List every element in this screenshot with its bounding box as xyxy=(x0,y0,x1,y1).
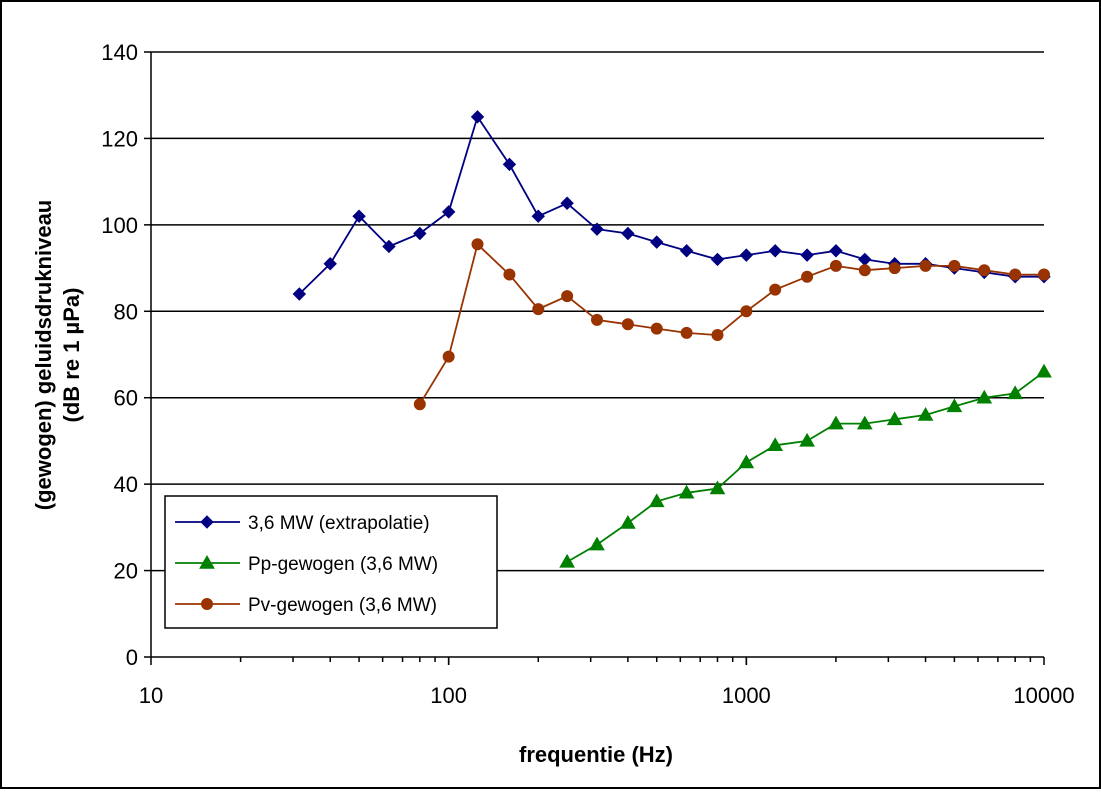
x-axis-title: frequentie (Hz) xyxy=(519,742,673,767)
data-point xyxy=(1009,268,1022,281)
y-tick-label: 0 xyxy=(126,645,138,670)
data-point xyxy=(1038,268,1050,281)
data-point xyxy=(442,350,455,363)
data-point xyxy=(680,326,693,339)
data-point xyxy=(620,515,636,529)
data-point xyxy=(800,248,814,262)
data-point xyxy=(919,259,932,272)
tick-labels: 0 20 40 60 80 100 120 140 10 100 1000 10000 xyxy=(101,40,1074,708)
data-point xyxy=(976,389,993,404)
legend-label: Pp-gewogen (3,6 MW) xyxy=(248,554,438,575)
legend-item: 3,6 MW (extrapolatie) xyxy=(175,513,430,534)
data-point xyxy=(856,415,873,430)
y-axis-title-line1: (gewogen) geluidsdrukniveau xyxy=(31,200,56,510)
data-point xyxy=(829,244,843,258)
data-point xyxy=(352,209,366,223)
data-point xyxy=(621,318,634,331)
data-point xyxy=(650,235,664,249)
data-point xyxy=(559,553,575,568)
y-tick-label: 140 xyxy=(101,40,138,65)
data-point xyxy=(502,157,517,172)
data-point xyxy=(1007,385,1024,400)
data-point xyxy=(441,205,456,219)
legend-box xyxy=(164,495,498,629)
data-point xyxy=(829,259,842,272)
data-point xyxy=(471,238,484,251)
y-tick-label: 40 xyxy=(114,472,138,497)
data-point xyxy=(948,259,961,272)
y-tick-label: 120 xyxy=(101,126,138,151)
data-point xyxy=(590,222,604,236)
data-point xyxy=(978,264,991,277)
data-point xyxy=(1036,363,1052,378)
x-tick-label: 10000 xyxy=(1013,683,1074,708)
data-point xyxy=(503,268,516,281)
data-point xyxy=(413,398,426,411)
data-point xyxy=(768,244,782,258)
data-point xyxy=(679,244,694,258)
legend-label: 3,6 MW (extrapolatie) xyxy=(248,513,430,534)
data-point xyxy=(801,270,814,283)
data-point xyxy=(888,262,901,275)
legend-marker xyxy=(200,515,214,529)
data-point xyxy=(678,484,695,499)
series-line xyxy=(419,242,1044,405)
legend-marker xyxy=(199,554,215,569)
series xyxy=(292,110,1052,568)
series-3 xyxy=(413,238,1050,411)
data-point xyxy=(767,437,784,451)
data-point xyxy=(590,313,603,326)
data-point xyxy=(710,252,725,267)
data-point xyxy=(946,398,963,413)
series-2 xyxy=(559,363,1052,568)
axes xyxy=(144,51,1045,665)
data-point xyxy=(739,248,754,262)
data-point xyxy=(621,226,635,241)
data-point xyxy=(560,196,574,210)
legend-marker xyxy=(201,598,213,610)
data-point xyxy=(470,110,485,124)
data-point xyxy=(740,305,753,318)
legend-item: Pv-gewogen (3,6 MW) xyxy=(175,595,437,616)
legend-label: Pv-gewogen (3,6 MW) xyxy=(248,595,437,616)
data-point xyxy=(738,454,755,469)
y-tick-label: 80 xyxy=(114,299,138,324)
y-axis-title-line2: (dB re 1 µPa) xyxy=(59,288,84,423)
data-point xyxy=(589,536,605,551)
y-tick-label: 20 xyxy=(114,559,138,584)
data-point xyxy=(858,264,871,277)
x-tick-label: 1000 xyxy=(722,683,771,708)
data-point xyxy=(709,480,726,495)
data-point xyxy=(917,406,934,421)
data-point xyxy=(292,287,307,301)
data-point xyxy=(323,257,337,271)
x-tick-label: 100 xyxy=(430,683,467,708)
legend-item: Pp-gewogen (3,6 MW) xyxy=(175,554,438,575)
data-point xyxy=(413,226,427,241)
data-point xyxy=(648,493,665,508)
y-tick-label: 100 xyxy=(101,213,138,238)
data-point xyxy=(799,432,815,447)
data-point xyxy=(711,329,724,342)
data-point xyxy=(531,209,545,223)
data-point xyxy=(561,290,574,303)
data-point xyxy=(828,415,844,430)
x-tick-label: 10 xyxy=(139,683,163,708)
y-tick-label: 60 xyxy=(114,386,138,411)
data-point xyxy=(532,303,545,316)
data-point xyxy=(382,239,396,254)
data-point xyxy=(769,283,782,296)
data-point xyxy=(650,322,663,335)
data-point xyxy=(886,411,903,426)
legend: 3,6 MW (extrapolatie) Pp-gewogen (3,6 MW)… xyxy=(164,495,498,629)
